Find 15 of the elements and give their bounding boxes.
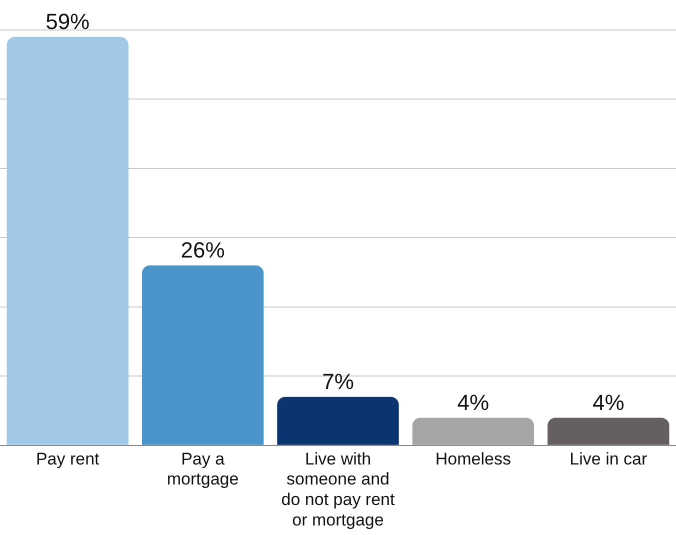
x-tick-label: Pay rent	[36, 449, 100, 468]
bar	[548, 418, 670, 445]
x-tick-label: Live in car	[570, 449, 648, 468]
x-tick-label: Live with someone and do not pay rent or mortgage	[281, 449, 395, 530]
bar	[6, 36, 128, 445]
data-label: 59%	[46, 8, 90, 34]
x-tick-label: Homeless	[435, 449, 511, 468]
data-label: 26%	[180, 237, 225, 262]
data-label: 4%	[457, 390, 490, 415]
bar	[142, 265, 264, 445]
bar	[277, 396, 399, 445]
bar	[412, 418, 534, 445]
data-label: 7%	[322, 369, 354, 394]
data-label: 4%	[592, 390, 624, 415]
x-tick-label: Pay a mortgage	[166, 449, 239, 489]
